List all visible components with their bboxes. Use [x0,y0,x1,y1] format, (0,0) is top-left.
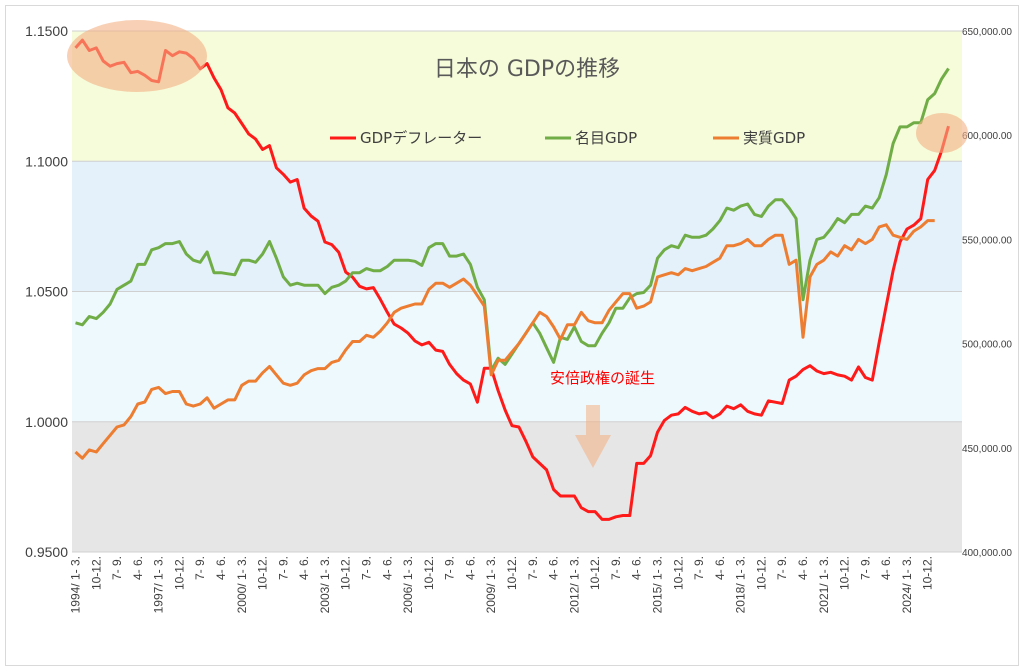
y-left-tick-label: 0.9500 [25,544,68,560]
x-tick-label: 2003/ 1- 3. [318,556,332,613]
x-tick-label: 7- 9. [443,556,457,580]
y-right-tick-label: 550,000.00 [962,235,1012,246]
x-tick-label: 4- 6. [380,556,394,580]
x-tick-label: 2018/ 1- 3. [734,556,748,613]
series-line-0 [74,38,950,521]
down-arrow-head [575,435,611,468]
x-tick-label: 7- 9. [858,556,872,580]
y-right-tick-label: 400,000.00 [962,548,1012,559]
y-right-tick-label: 650,000.00 [962,27,1012,38]
x-tick-label: 7- 9. [609,556,623,580]
x-tick-label: 7- 9. [276,556,290,580]
x-tick-label: 10-12. [838,556,852,590]
x-tick-label: 2006/ 1- 3. [401,556,415,613]
x-tick-label: 4- 6. [713,556,727,580]
x-tick-label: 10-12. [754,556,768,590]
x-tick-label: 10-12. [89,556,103,590]
x-tick-label: 10-12. [671,556,685,590]
x-tick-label: 4- 6. [879,556,893,580]
y-right-tick-label: 450,000.00 [962,444,1012,455]
legend-label-nominal: 名目GDP [575,129,637,147]
highlight-ellipse-start [67,20,207,92]
x-tick-label: 10-12. [339,556,353,590]
y-left-tick-label: 1.0000 [25,414,68,430]
y-right-tick-label: 500,000.00 [962,340,1012,351]
x-tick-label: 2012/ 1- 3. [567,556,581,613]
x-tick-label: 10-12. [256,556,270,590]
x-tick-label: 4- 6. [630,556,644,580]
x-tick-label: 10-12. [505,556,519,590]
legend-label-deflator: GDPデフレーター [360,129,482,147]
band-3 [72,421,962,552]
x-tick-label: 7- 9. [193,556,207,580]
band-2 [72,291,962,422]
band-0 [72,31,962,162]
band-1 [72,161,962,292]
y-left-tick-label: 1.1500 [25,23,68,39]
x-axis-ticks: 1994/ 1- 3. 10-12. 7- 9. 4- 6. 1997/ 1- 3. 10… [68,556,934,613]
annotation-abe: 安倍政権の誕生 [550,369,655,387]
y-left-tick-label: 1.0500 [25,284,68,300]
x-tick-label: 7- 9. [775,556,789,580]
x-tick-label: 4- 6. [131,556,145,580]
x-tick-label: 7- 9. [359,556,373,580]
x-tick-label: 7- 9. [692,556,706,580]
x-tick-label: 1994/ 1- 3. [68,556,82,613]
y-left-tick-label: 1.1000 [25,153,68,169]
x-tick-label: 10-12. [921,556,935,590]
x-tick-label: 2009/ 1- 3. [484,556,498,613]
x-tick-label: 4- 6. [214,556,228,580]
x-tick-label: 2000/ 1- 3. [235,556,249,613]
x-tick-label: 2015/ 1- 3. [651,556,665,613]
x-tick-label: 2021/ 1- 3. [817,556,831,613]
x-tick-label: 10-12. [422,556,436,590]
right-axis-ticks: 400,000.00 450,000.00 500,000.00 550,000.00… [962,27,1012,559]
x-tick-label: 4- 6. [463,556,477,580]
down-arrow-shaft [586,405,600,435]
down-arrow-icon [575,405,611,468]
left-axis-ticks: 0.9500 1.0000 1.0500 1.1000 1.1500 [25,23,68,560]
highlight-ellipses [67,20,968,153]
x-tick-label: 2024/ 1- 3. [900,556,914,613]
x-tick-label: 10-12. [172,556,186,590]
x-tick-label: 7- 9. [526,556,540,580]
chart-title: 日本の GDPの推移 [434,57,620,82]
x-tick-label: 4- 6. [796,556,810,580]
y-right-tick-label: 600,000.00 [962,131,1012,142]
legend-label-real: 実質GDP [743,129,805,147]
x-tick-label: 4- 6. [297,556,311,580]
x-tick-label: 7- 9. [110,556,124,580]
legend: GDPデフレーター 名目GDP 実質GDP [330,129,805,147]
gridlines [72,30,962,553]
series-lines [74,38,950,521]
x-tick-label: 10-12. [588,556,602,590]
series-line-2 [74,219,935,460]
highlight-ellipse-end [916,113,968,153]
x-tick-label: 4- 6. [547,556,561,580]
x-tick-label: 1997/ 1- 3. [152,556,166,613]
